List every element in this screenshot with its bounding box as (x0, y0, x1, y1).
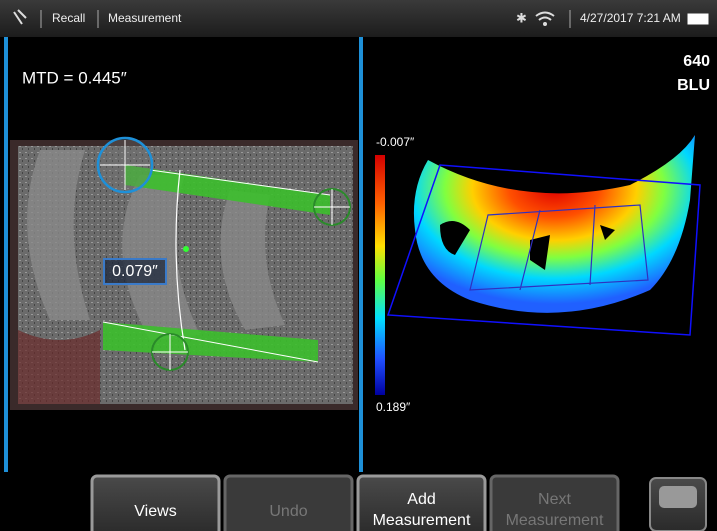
plane-region (125, 165, 330, 215)
crosshair (152, 334, 188, 370)
button[interactable] (356, 474, 487, 531)
wifi-icon (543, 22, 547, 26)
bounding-box (386, 164, 701, 336)
button-label: Views (134, 503, 176, 520)
left-edge (4, 37, 8, 472)
profile-line (175, 169, 186, 351)
bluetooth-icon: ✱ (516, 10, 527, 25)
3d-surface (386, 135, 701, 336)
measurement-box[interactable] (103, 258, 167, 285)
scallop (220, 190, 285, 330)
measurement-value: 0.079″ (112, 263, 158, 280)
scallop (122, 175, 200, 340)
datetime: 4/27/2017 7:21 AM (580, 11, 681, 25)
button-label: Measurement (506, 512, 604, 529)
button (223, 474, 354, 531)
crosshair (100, 140, 150, 190)
resolution: 640 (683, 53, 710, 70)
button (489, 474, 620, 531)
panel-divider (359, 37, 363, 472)
screen-title: Measurement (108, 11, 182, 25)
button-label: Add (407, 491, 435, 508)
scale-bottom: 0.189″ (376, 400, 411, 414)
menu-button-icon (659, 486, 697, 508)
button-bar: Views Undo Add Measurement Next Measurement (90, 474, 620, 531)
battery-icon (687, 13, 709, 25)
button[interactable] (90, 474, 221, 531)
wireframe (469, 204, 649, 291)
crosshair (314, 189, 350, 225)
scale-top: -0.007″ (376, 135, 415, 149)
button-label: Undo (269, 503, 307, 520)
cursor-point (183, 246, 189, 252)
surface (413, 135, 695, 313)
button-label: Next (538, 491, 571, 508)
recall[interactable]: Recall (52, 11, 85, 25)
surface-hole (440, 221, 615, 270)
status-bar (0, 0, 717, 37)
inspection-image: 0.079″ (10, 136, 358, 410)
logo (13, 9, 27, 25)
color-scale (375, 155, 385, 395)
button-label: Measurement (373, 512, 471, 529)
mtd-result: MTD = 0.445″ (22, 68, 127, 87)
mode: BLU (677, 77, 710, 94)
scallop (27, 150, 90, 320)
red-overlay (18, 330, 100, 404)
wifi-icon (535, 11, 555, 21)
